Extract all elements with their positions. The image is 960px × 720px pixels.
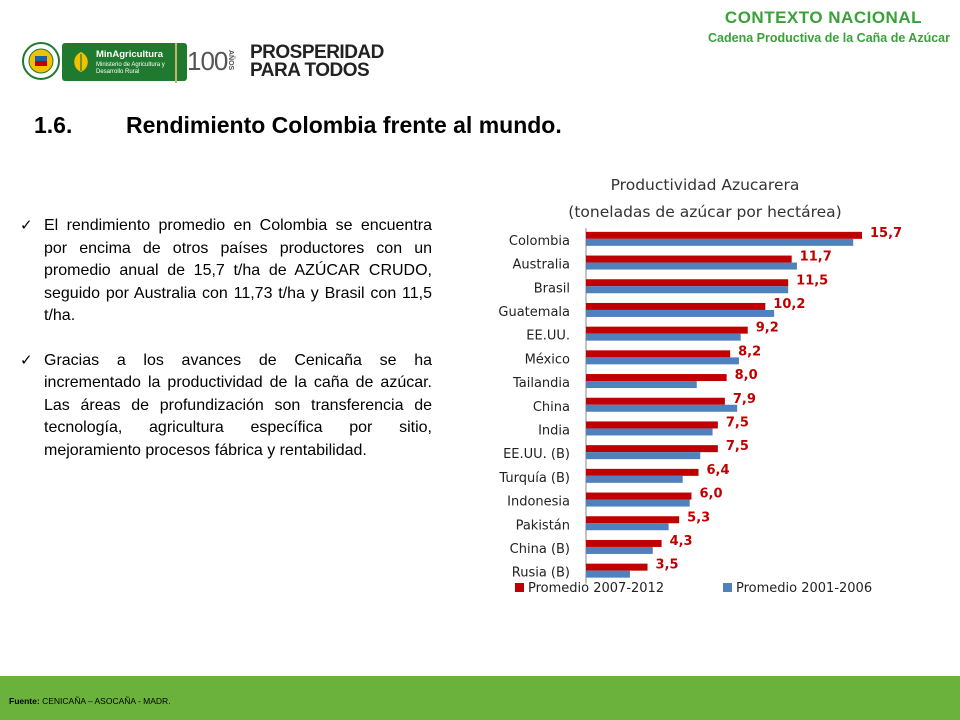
bar-2007-2012 [586, 563, 648, 571]
bar-chart: Productividad Azucarera (toneladas de azú… [498, 176, 902, 596]
bullet-item: ✓ El rendimiento promedio en Colombia se… [20, 215, 432, 328]
bar-2007-2012 [586, 302, 766, 310]
data-label: 8,0 [735, 368, 758, 383]
bar-2001-2006 [586, 452, 701, 460]
category-label: Brasil [534, 281, 570, 296]
centenary-suffix: AÑOS [227, 50, 234, 71]
bullet-item: ✓ Gracias a los avances de Cenicaña se h… [20, 350, 432, 463]
bar-2007-2012 [586, 397, 725, 405]
data-label: 5,3 [687, 510, 710, 525]
data-label: 6,0 [699, 487, 722, 502]
bar-2007-2012 [586, 492, 692, 500]
ministry-name: MinAgricultura [96, 49, 164, 60]
bar-2001-2006 [586, 238, 854, 246]
logo-separator [175, 43, 177, 83]
bar-2001-2006 [586, 286, 789, 294]
data-label: 11,7 [800, 250, 832, 265]
bar-2001-2006 [586, 262, 797, 270]
data-label: 7,5 [726, 439, 749, 454]
bar-2007-2012 [586, 445, 718, 453]
source-label: Fuente: [9, 696, 40, 706]
category-label: India [538, 423, 570, 438]
bullet-text: Gracias a los avances de Cenicaña se ha … [44, 351, 432, 459]
bar-2007-2012 [586, 231, 862, 239]
bar-2007-2012 [586, 539, 662, 547]
data-label: 11,5 [796, 273, 828, 288]
category-label: Guatemala [498, 305, 570, 320]
data-label: 7,5 [726, 415, 749, 430]
bar-2007-2012 [586, 255, 792, 263]
data-label: 9,2 [756, 321, 779, 336]
ministry-logo: MinAgricultura Ministerio de Agricultura… [62, 43, 187, 81]
category-label: Tailandia [512, 376, 570, 391]
checkmark-icon: ✓ [20, 217, 33, 234]
slogan-line1: PROSPERIDAD [250, 42, 384, 63]
source-text: CENICAÑA – ASOCAÑA - MADR. [42, 696, 171, 706]
bar-2001-2006 [586, 309, 775, 317]
legend-swatch-2007-2012 [515, 583, 524, 592]
bar-2007-2012 [586, 421, 718, 429]
data-label: 6,4 [707, 463, 730, 478]
legend-swatch-2001-2006 [723, 583, 732, 592]
slogan-line2: PARA TODOS [250, 60, 370, 81]
logo-bar: MinAgricultura Ministerio de Agricultura… [22, 40, 384, 86]
bar-2001-2006 [586, 475, 683, 483]
bar-2007-2012 [586, 350, 731, 358]
source-note: Fuente: CENICAÑA – ASOCAÑA - MADR. [9, 696, 171, 706]
bar-2001-2006 [586, 333, 741, 341]
bar-2001-2006 [586, 381, 697, 389]
section-title: 1.6. Rendimiento Colombia frente al mundo… [34, 112, 562, 139]
leaf-icon [74, 52, 88, 72]
data-label: 3,5 [656, 558, 679, 573]
data-label: 10,2 [773, 297, 805, 312]
category-label: EE.UU. (B) [503, 447, 570, 462]
category-label: México [525, 352, 570, 367]
colombia-seal-icon [22, 42, 60, 80]
productivity-chart: Productividad Azucarera (toneladas de azú… [470, 170, 940, 610]
section-title-text: Rendimiento Colombia frente al mundo. [126, 112, 562, 138]
checkmark-icon: ✓ [20, 351, 33, 369]
bar-2007-2012 [586, 468, 699, 476]
category-label: China [533, 400, 570, 415]
ministry-desc: Ministerio de Agricultura y Desarrollo R… [96, 62, 165, 75]
slogan-logo: PROSPERIDAD PARA TODOS [250, 42, 384, 81]
footer-bar [0, 676, 960, 720]
bar-2001-2006 [586, 357, 739, 365]
bullet-text: El rendimiento promedio en Colombia se e… [44, 217, 432, 324]
section-number: 1.6. [34, 112, 73, 138]
bar-2007-2012 [586, 516, 680, 524]
legend-label-2001-2006: Promedio 2001-2006 [736, 581, 872, 596]
bar-2001-2006 [586, 523, 669, 531]
data-label: 7,9 [733, 392, 756, 407]
category-label: Indonesia [507, 495, 570, 510]
centenary-number: 100 [187, 46, 228, 76]
category-label: Turquía (B) [498, 471, 570, 486]
bar-2001-2006 [586, 404, 738, 412]
category-label: EE.UU. [526, 329, 570, 344]
bar-2001-2006 [586, 570, 630, 578]
category-label: China (B) [510, 542, 570, 557]
legend-label-2007-2012: Promedio 2007-2012 [528, 581, 664, 596]
bar-2001-2006 [586, 499, 690, 507]
bar-2007-2012 [586, 326, 748, 334]
category-label: Rusia (B) [512, 566, 570, 581]
header-subtitle: Cadena Productiva de la Caña de Azúcar [708, 31, 950, 45]
bar-2001-2006 [586, 428, 713, 436]
header-title: CONTEXTO NACIONAL [724, 8, 922, 27]
data-label: 4,3 [670, 534, 693, 549]
chart-title: Productividad Azucarera [611, 176, 800, 194]
bar-2007-2012 [586, 374, 727, 382]
data-label: 15,7 [870, 226, 902, 241]
bar-2007-2012 [586, 279, 789, 287]
bullet-list: ✓ El rendimiento promedio en Colombia se… [20, 215, 432, 484]
bar-2001-2006 [586, 546, 653, 554]
category-label: Pakistán [516, 518, 570, 533]
data-label: 8,2 [738, 344, 761, 359]
category-label: Colombia [509, 234, 570, 249]
chart-subtitle: (toneladas de azúcar por hectárea) [568, 203, 841, 221]
category-label: Australia [512, 258, 570, 273]
